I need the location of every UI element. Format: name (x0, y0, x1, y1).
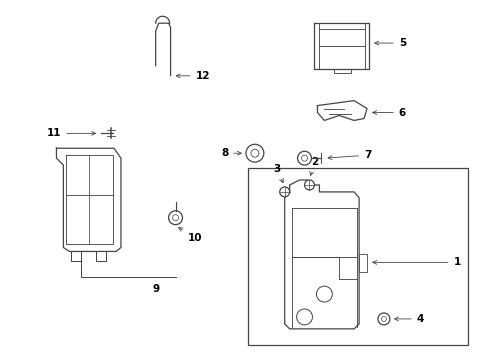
Text: 6: 6 (372, 108, 405, 117)
Circle shape (297, 151, 311, 165)
Text: 7: 7 (327, 150, 371, 160)
Polygon shape (317, 100, 366, 121)
Circle shape (172, 215, 178, 221)
Text: 10: 10 (178, 228, 202, 243)
Text: 9: 9 (152, 284, 159, 294)
Text: 8: 8 (221, 148, 241, 158)
Text: 4: 4 (394, 314, 423, 324)
Circle shape (381, 316, 386, 321)
Polygon shape (56, 148, 121, 251)
Circle shape (168, 211, 182, 225)
Circle shape (304, 180, 314, 190)
Circle shape (377, 313, 389, 325)
Polygon shape (314, 23, 368, 69)
Circle shape (301, 155, 307, 161)
Bar (358, 255, 366, 272)
Text: 3: 3 (273, 164, 283, 183)
Text: 11: 11 (47, 129, 95, 138)
Text: 2: 2 (309, 157, 317, 175)
Bar (247, 168, 468, 345)
Text: 5: 5 (374, 38, 405, 48)
Circle shape (316, 286, 332, 302)
Polygon shape (284, 180, 358, 329)
Circle shape (279, 187, 289, 197)
Text: 12: 12 (176, 71, 209, 81)
Circle shape (245, 144, 264, 162)
Circle shape (296, 309, 312, 325)
Text: 1: 1 (372, 257, 460, 267)
Circle shape (250, 149, 258, 157)
